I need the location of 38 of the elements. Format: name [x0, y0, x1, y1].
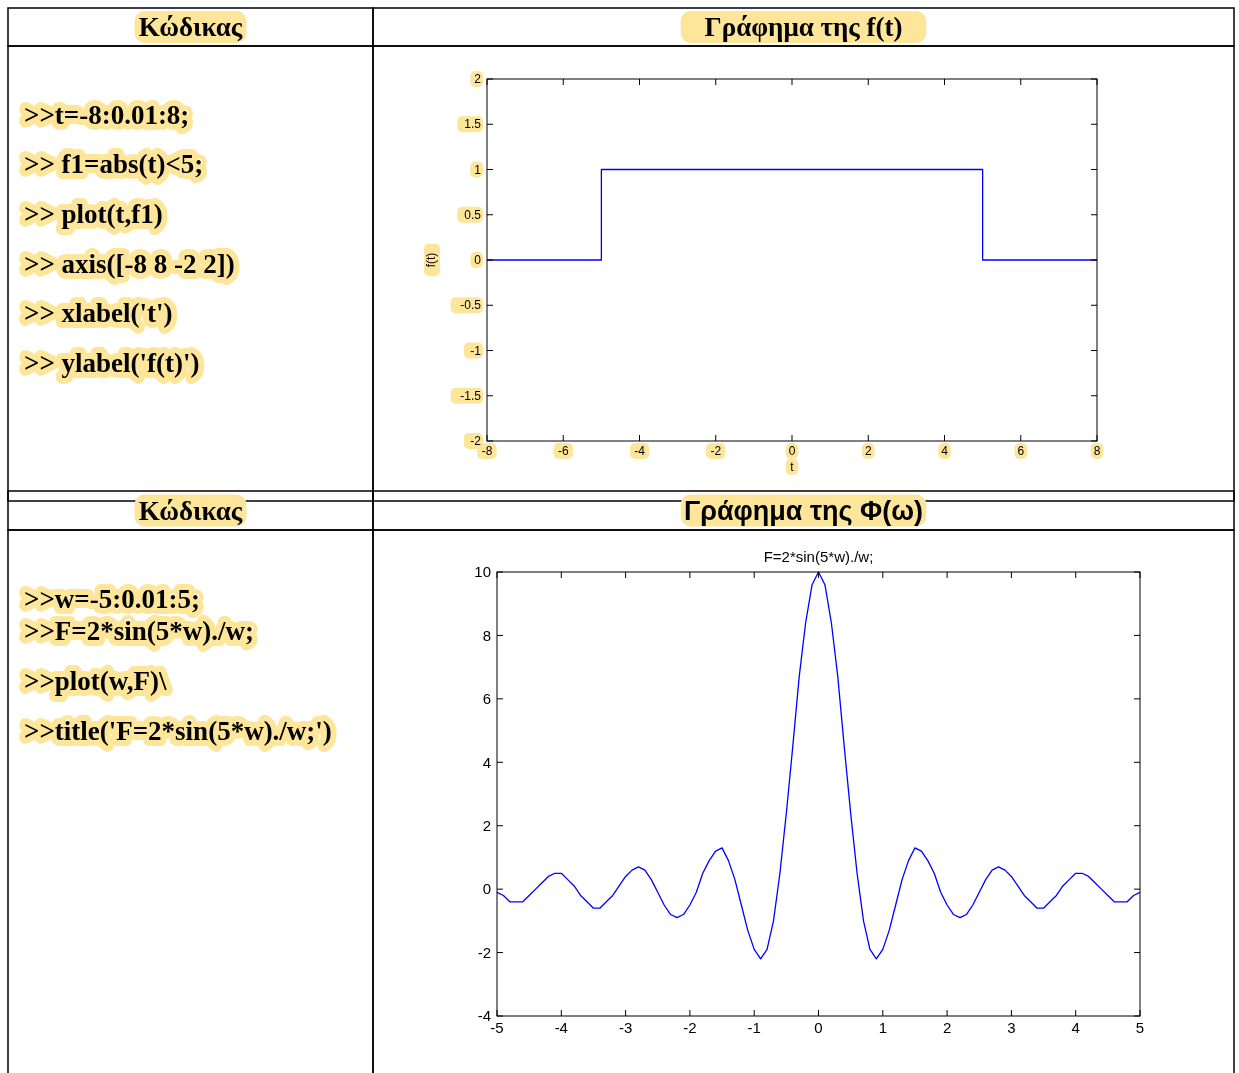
y-tick-label: 2	[482, 816, 491, 834]
text: >>w=-5:0.01:5;	[24, 584, 200, 614]
y-tick-label: 0.5	[464, 207, 482, 222]
y-tick-label: 10	[474, 563, 491, 581]
x-tick-label: 4	[1071, 1019, 1080, 1036]
x-tick-label: -1	[747, 1019, 761, 1036]
x-tick-label: 2	[942, 1019, 952, 1036]
y-tick-label: -2	[477, 943, 491, 961]
x-tick-label: -5	[490, 1019, 504, 1036]
chart-title: Γράφημα της f(t)	[704, 12, 903, 42]
x-tick-label: 3	[1007, 1019, 1016, 1036]
chart-subtitle: F=2*sin(5*w)./w;	[763, 548, 874, 565]
text: >>t=-8:0.01:8;	[24, 100, 190, 130]
x-tick-label: -3	[618, 1019, 633, 1036]
y-tick-label: 1	[474, 162, 482, 177]
x-tick-label: 0	[814, 1019, 823, 1036]
x-tick-label: -4	[634, 444, 646, 458]
x-tick-label: 1	[878, 1019, 887, 1036]
x-axis-title: t	[790, 460, 795, 474]
line-series	[496, 571, 1141, 960]
y-tick-label: -4	[477, 1007, 491, 1025]
y-axis-title: f(t)	[424, 252, 438, 268]
y-tick-label: -1.5	[460, 388, 482, 403]
x-tick-label: 5	[1135, 1019, 1145, 1036]
y-tick-label: 6	[482, 690, 491, 708]
y-tick-label: 0	[474, 253, 482, 268]
x-tick-label: -2	[710, 444, 722, 458]
y-tick-label: 2	[474, 72, 482, 87]
x-tick-label: -8	[481, 444, 493, 458]
y-tick-label: -0.5	[460, 298, 482, 313]
x-tick-label: -2	[683, 1019, 697, 1036]
y-tick-label: 4	[482, 753, 491, 771]
x-tick-label: -4	[554, 1019, 568, 1036]
y-tick-label: 0	[482, 880, 491, 898]
x-tick-label: -6	[557, 444, 569, 458]
y-tick-label: -1	[470, 343, 482, 358]
y-tick-label: 1.5	[464, 117, 482, 132]
y-tick-label: 8	[482, 626, 491, 644]
